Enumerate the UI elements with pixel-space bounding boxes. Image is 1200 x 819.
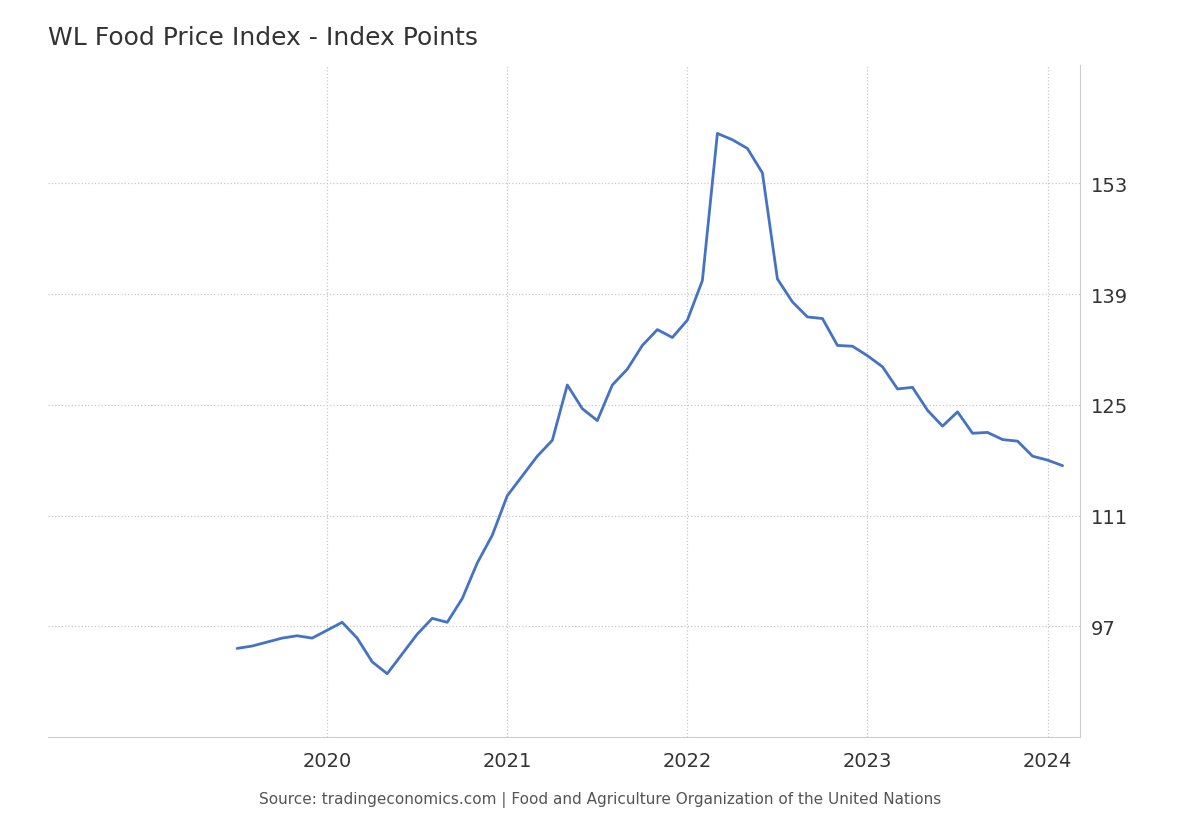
- Text: Source: tradingeconomics.com | Food and Agriculture Organization of the United N: Source: tradingeconomics.com | Food and …: [259, 790, 941, 807]
- Text: WL Food Price Index - Index Points: WL Food Price Index - Index Points: [48, 25, 478, 50]
